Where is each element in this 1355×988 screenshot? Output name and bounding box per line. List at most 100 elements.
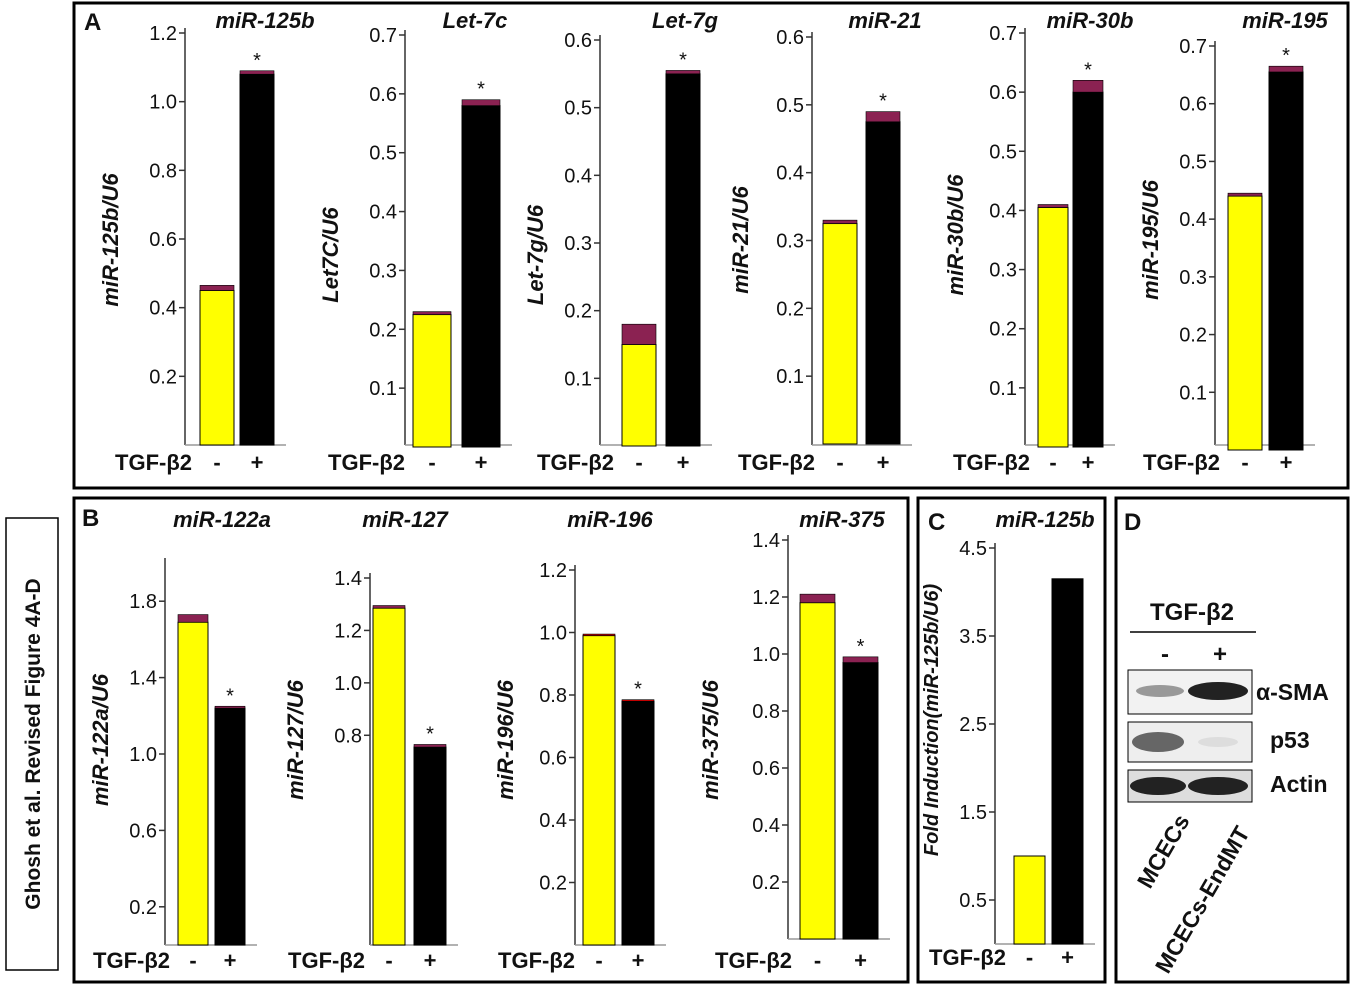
page: Ghosh et al. Revised Figure 4A-D A B C D… — [0, 0, 1355, 988]
error-bar — [1073, 80, 1103, 92]
x-tick-label: - — [1241, 450, 1248, 475]
y-axis-label: miR-127/U6 — [283, 679, 308, 800]
figure: Ghosh et al. Revised Figure 4A-D A B C D… — [0, 0, 1355, 988]
error-bar — [200, 285, 234, 290]
western-blot: TGF-β2 - + α-SMA p53 Actin MCECs MCECs-E… — [1128, 599, 1329, 978]
y-tick-label: 1.2 — [752, 587, 780, 609]
y-tick-label: 0.4 — [149, 298, 177, 320]
blot-treatment: TGF-β2 — [1150, 599, 1234, 626]
chart-title: Let-7g — [652, 8, 719, 33]
x-tick-label: + — [424, 948, 437, 973]
x-axis-label: TGF-β2 — [115, 450, 192, 475]
y-axis-label: miR-122a/U6 — [88, 673, 113, 806]
y-tick-label: 0.3 — [564, 233, 592, 255]
blot-band — [1132, 732, 1184, 752]
x-axis-label: TGF-β2 — [498, 948, 575, 973]
y-tick-label: 0.4 — [564, 165, 592, 187]
bar — [240, 74, 274, 445]
y-tick-label: 0.4 — [539, 810, 567, 832]
bar — [178, 622, 208, 945]
chart-title: miR-21 — [848, 8, 921, 33]
y-tick-label: 0.8 — [149, 160, 177, 182]
x-axis-label: TGF-β2 — [953, 450, 1030, 475]
blot-band — [1136, 685, 1184, 697]
y-tick-label: 0.2 — [989, 319, 1017, 341]
y-tick-label: 3.5 — [959, 626, 987, 648]
blot-band — [1188, 777, 1248, 795]
bar — [1052, 579, 1083, 944]
y-tick-label: 0.8 — [752, 701, 780, 723]
blot-sample: MCECs — [1132, 810, 1195, 893]
y-tick-label: 1.0 — [334, 673, 362, 695]
significance-marker: * — [857, 636, 865, 658]
x-axis-label: TGF-β2 — [93, 948, 170, 973]
x-tick-label: + — [224, 948, 237, 973]
y-tick-label: 0.6 — [539, 748, 567, 770]
blot-band — [1130, 777, 1186, 795]
x-axis-label: TGF-β2 — [1143, 450, 1220, 475]
x-tick-label: + — [1082, 450, 1095, 475]
y-tick-label: 0.8 — [539, 685, 567, 707]
blot-band-label: p53 — [1270, 727, 1310, 753]
error-bar — [373, 606, 405, 609]
y-tick-label: 0.7 — [369, 25, 397, 47]
chart-title: miR-30b — [1047, 8, 1134, 33]
significance-marker: * — [426, 723, 434, 745]
panel-label: B — [82, 505, 99, 532]
error-bar — [800, 594, 835, 603]
y-tick-label: 1.0 — [149, 92, 177, 114]
chart-title: Let-7c — [443, 8, 508, 33]
significance-marker: * — [1084, 59, 1092, 81]
y-axis-label: Let7C/U6 — [318, 207, 343, 303]
chart-title: miR-195 — [1242, 8, 1328, 33]
bar — [414, 747, 446, 945]
panel-label: C — [928, 509, 945, 536]
y-tick-label: 0.6 — [1179, 94, 1207, 116]
y-axis-label: miR-125b/U6 — [98, 173, 123, 307]
y-tick-label: 0.5 — [959, 890, 987, 912]
blot-band-label: α-SMA — [1256, 679, 1329, 705]
y-tick-label: 0.8 — [334, 725, 362, 747]
x-tick-label: - — [595, 948, 602, 973]
y-tick-label: 1.0 — [539, 623, 567, 645]
significance-marker: * — [634, 679, 642, 701]
bar — [1228, 196, 1262, 450]
y-tick-label: 0.1 — [1179, 382, 1207, 404]
y-tick-label: 0.2 — [1179, 325, 1207, 347]
y-tick-label: 1.0 — [129, 744, 157, 766]
x-tick-label: - — [814, 948, 821, 973]
y-tick-label: 0.4 — [989, 200, 1017, 222]
error-bar — [1038, 205, 1068, 208]
y-tick-label: 0.5 — [989, 141, 1017, 163]
y-tick-label: 0.7 — [1179, 36, 1207, 58]
bar — [1269, 72, 1303, 450]
y-tick-label: 0.2 — [752, 872, 780, 894]
y-tick-label: 0.7 — [989, 23, 1017, 45]
x-axis-label: TGF-β2 — [288, 948, 365, 973]
y-tick-label: 0.4 — [369, 202, 397, 224]
y-tick-label: 0.5 — [1179, 151, 1207, 173]
x-tick-label: - — [213, 450, 220, 475]
bar — [622, 701, 654, 945]
bar — [666, 74, 700, 446]
chart-title: miR-122a — [173, 507, 271, 532]
significance-marker: * — [253, 50, 261, 72]
x-tick-label: + — [1061, 945, 1074, 970]
y-tick-label: 0.1 — [564, 368, 592, 390]
y-tick-label: 0.1 — [369, 378, 397, 400]
y-tick-label: 0.6 — [776, 27, 804, 49]
bar — [583, 636, 615, 945]
error-bar — [413, 312, 451, 315]
y-tick-label: 0.5 — [369, 143, 397, 165]
y-tick-label: 0.6 — [564, 30, 592, 52]
error-bar — [823, 220, 857, 223]
bar — [413, 315, 451, 447]
y-tick-label: 0.5 — [564, 98, 592, 120]
y-tick-label: 0.2 — [539, 873, 567, 895]
bar — [823, 224, 857, 444]
blot-band-label: Actin — [1270, 771, 1328, 797]
bar — [1038, 207, 1068, 447]
x-tick-label: + — [475, 450, 488, 475]
chart-title: miR-125b — [995, 507, 1094, 532]
y-tick-label: 2.5 — [959, 714, 987, 736]
